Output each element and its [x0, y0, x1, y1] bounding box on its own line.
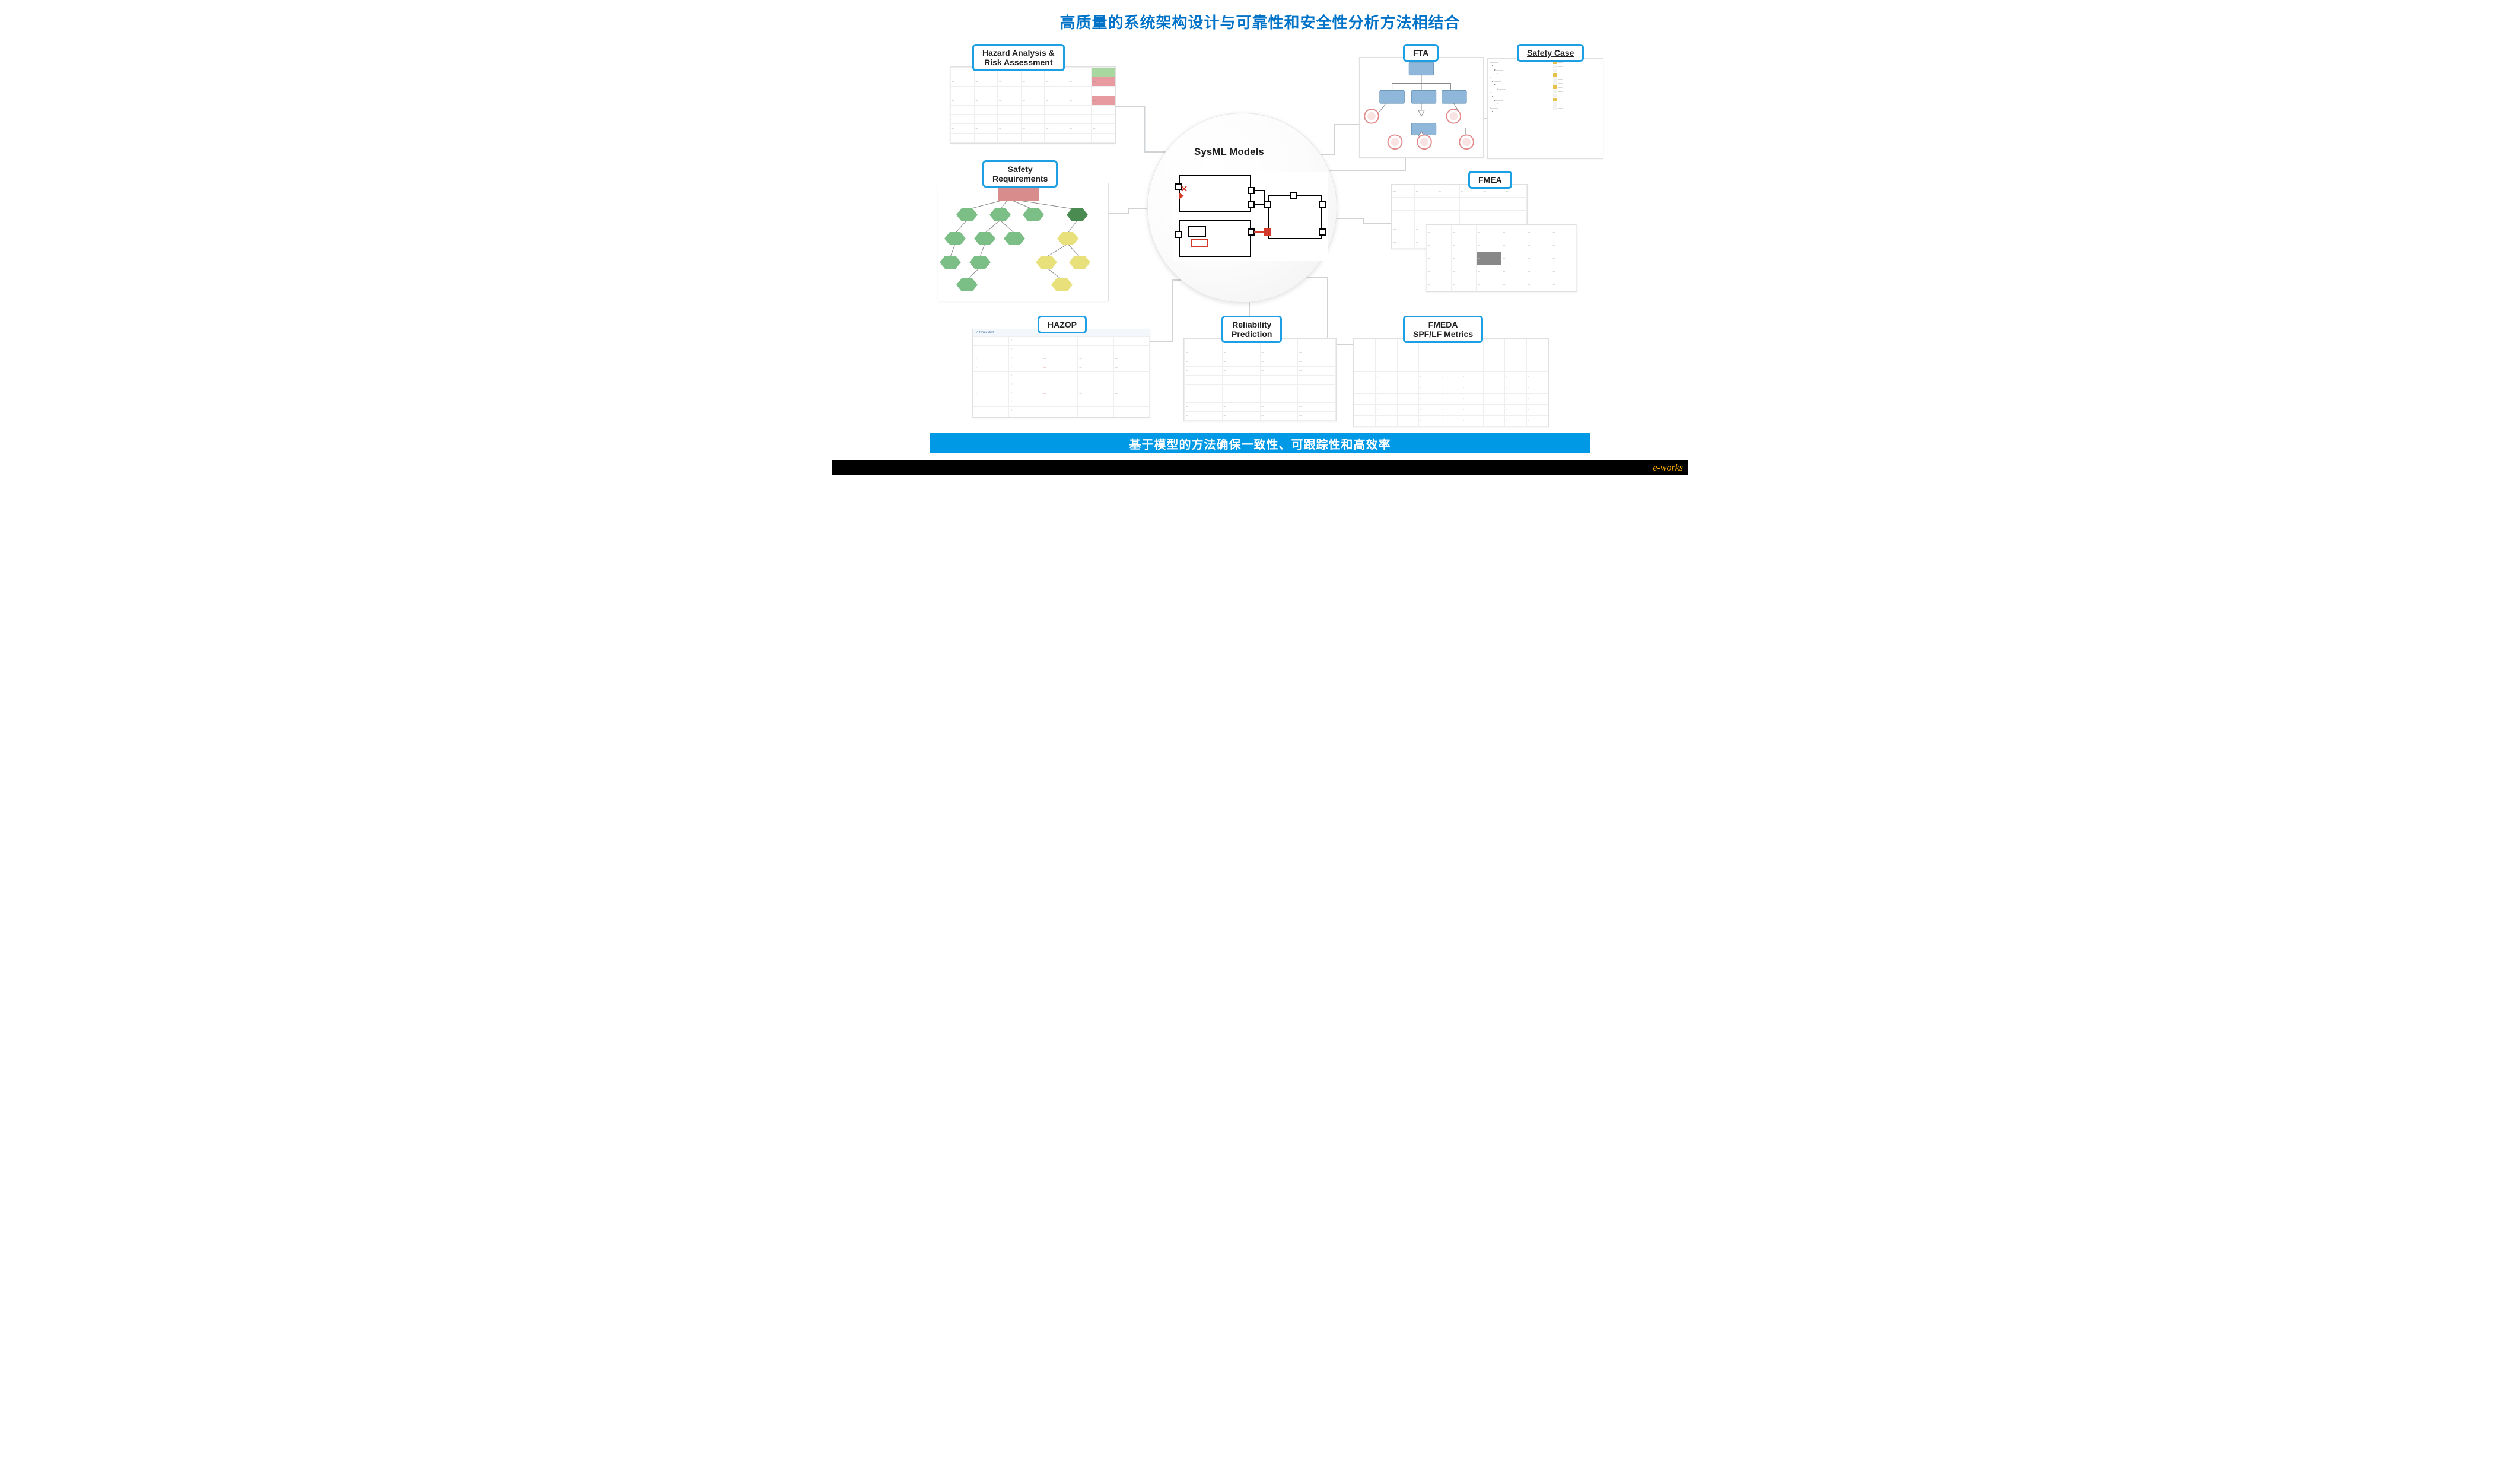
fta-label: FTA: [1403, 44, 1439, 62]
central-label: SysML Models: [1194, 146, 1264, 158]
hazop-thumbnail: ✓ Checklist…✓———…✓———…✓———…✓———…✓———…✓——…: [972, 329, 1150, 418]
watermark: e-works: [1653, 463, 1683, 474]
fmea-label: FMEA: [1468, 171, 1512, 189]
fmea-thumbnail: ————————————————————————————————————————…: [1391, 184, 1581, 297]
safety_case-label: Safety Case: [1517, 44, 1584, 62]
fta-thumbnail: [1359, 57, 1484, 158]
footer-black-bar: [832, 460, 1688, 475]
hazard-label: Hazard Analysis &Risk Assessment: [972, 44, 1065, 71]
page-title: 高质量的系统架构设计与可靠性和安全性分析方法相结合: [832, 11, 1688, 33]
fmeda-thumbnail: ········································…: [1353, 338, 1549, 427]
safety_req-label: SafetyRequirements: [982, 160, 1058, 188]
footer-text: 基于模型的方法确保一致性、可跟踪性和高效率: [1129, 435, 1391, 452]
reliability-thumbnail: ————————————————————————————————————: [1183, 338, 1337, 421]
footer-bar: 基于模型的方法确保一致性、可跟踪性和高效率: [930, 433, 1590, 453]
fmeda-label: FMEDASPF/LF Metrics: [1403, 316, 1483, 343]
safety_case-thumbnail: ▸ ———▸ ———▸ ———▸ ———▸ ———▸ ———▸ ———▸ ———…: [1487, 58, 1603, 159]
sysml-block-diagram: [1173, 172, 1328, 261]
hazop-label: HAZOP: [1038, 316, 1087, 333]
hazard-thumbnail: ————————————————————————————————————————…: [950, 66, 1116, 144]
safety_req-thumbnail: [938, 183, 1109, 301]
slide: 高质量的系统架构设计与可靠性和安全性分析方法相结合 SysML Models: [832, 0, 1688, 475]
reliability-label: ReliabilityPrediction: [1221, 316, 1282, 343]
